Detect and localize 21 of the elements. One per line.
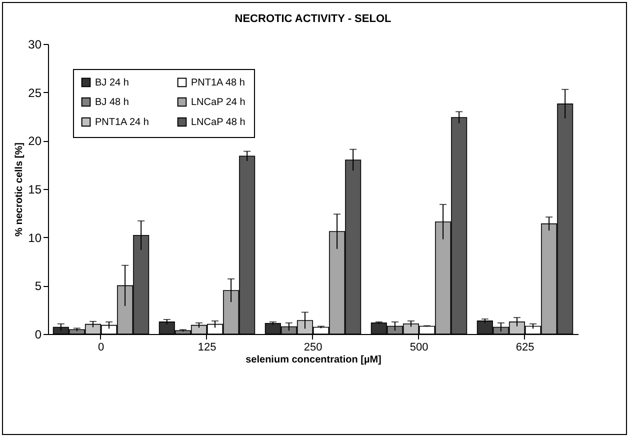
y-tick-label: 15 [28,182,42,196]
y-tick-label: 20 [28,134,42,148]
y-tick-label: 0 [34,328,42,342]
legend-label: BJ 48 h [95,97,129,108]
y-tick-label: 30 [28,38,42,52]
x-tick-label: 625 [516,342,534,354]
legend-label: BJ 24 h [95,77,129,88]
y-tick-label: 25 [28,86,42,100]
legend-label: LNCaP 48 h [191,117,246,128]
chart-title: NECROTIC ACTIVITY - SELOL [234,13,392,25]
legend-label: PNT1A 48 h [191,77,245,88]
legend-label: PNT1A 24 h [95,117,149,128]
x-tick-label: 125 [198,342,216,354]
x-tick-label: 250 [304,342,322,354]
y-tick-label: 5 [34,279,42,294]
x-tick-label: 500 [410,342,428,354]
x-axis-title: selenium concentration [µM] [246,354,382,366]
y-axis-title: % necrotic cells [%] [14,142,26,236]
x-tick-label: 0 [98,342,104,354]
legend-label: LNCaP 24 h [191,97,246,108]
y-tick-label: 10 [28,230,42,245]
